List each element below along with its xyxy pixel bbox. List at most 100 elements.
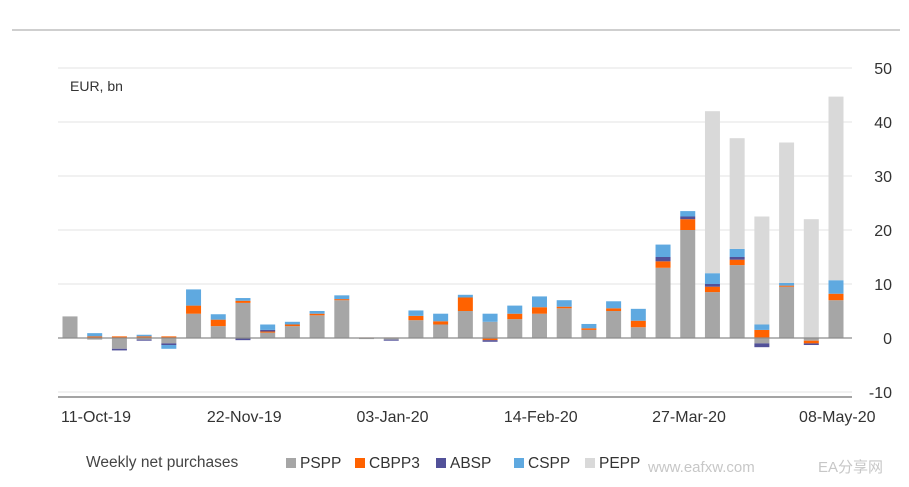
bar-segment-cspp bbox=[630, 308, 646, 321]
bar-segment-cbpp3 bbox=[284, 324, 300, 327]
bar-segment-pspp bbox=[704, 292, 720, 338]
bar-segment-cbpp3 bbox=[556, 306, 572, 309]
legend-label-pspp: PSPP bbox=[300, 455, 341, 472]
legend-swatch-cspp bbox=[514, 458, 524, 468]
bar-segment-cbpp3 bbox=[531, 307, 547, 314]
bar-segment-pspp bbox=[754, 338, 770, 344]
bar-segment-pepp bbox=[828, 96, 844, 281]
bar-segment-cbpp3 bbox=[433, 321, 449, 325]
y-tick-label: 50 bbox=[874, 61, 892, 78]
bar-segment-pspp bbox=[655, 267, 671, 338]
bar-segment-cspp bbox=[482, 313, 498, 322]
x-tick-label: 03-Jan-20 bbox=[356, 409, 428, 426]
bar-segment-pspp bbox=[87, 338, 103, 340]
bar-segment-absp bbox=[482, 340, 498, 342]
bar-segment-cbpp3 bbox=[457, 297, 473, 311]
bar-segment-cbpp3 bbox=[655, 261, 671, 268]
y-tick-label: 20 bbox=[874, 223, 892, 240]
bar-segment-cbpp3 bbox=[161, 336, 177, 338]
bar-segment-pspp bbox=[803, 338, 819, 341]
bar-segment-cbpp3 bbox=[779, 285, 795, 287]
bar-segment-pspp bbox=[136, 338, 152, 340]
x-tick-label: 08-May-20 bbox=[799, 409, 876, 426]
bar-segment-pspp bbox=[457, 311, 473, 338]
bar-segment-pspp bbox=[284, 326, 300, 338]
bar-segment-pspp bbox=[556, 308, 572, 338]
legend-label-absp: ABSP bbox=[450, 455, 491, 472]
bar-segment-cbpp3 bbox=[729, 259, 745, 266]
bar-segment-pepp bbox=[754, 216, 770, 325]
bar-segment-cbpp3 bbox=[680, 219, 696, 230]
x-tick-label: 11-Oct-19 bbox=[61, 409, 131, 426]
y-tick-label: -10 bbox=[869, 385, 892, 402]
bar-segment-cbpp3 bbox=[136, 336, 152, 338]
bar-segment-pspp bbox=[408, 320, 424, 338]
bar-segment-cbpp3 bbox=[581, 328, 597, 330]
y-tick-label: 30 bbox=[874, 169, 892, 186]
bar-segment-cbpp3 bbox=[235, 300, 251, 303]
y-tick-label: 40 bbox=[874, 115, 892, 132]
bar-segment-absp bbox=[136, 339, 152, 341]
bar-segment-cbpp3 bbox=[309, 313, 325, 316]
bar-segment-pspp bbox=[482, 321, 498, 338]
bar-segment-cbpp3 bbox=[803, 340, 819, 344]
bar-segment-cspp bbox=[433, 313, 449, 322]
bar-segment-cbpp3 bbox=[334, 299, 350, 301]
bar-segment-absp bbox=[754, 343, 770, 348]
bar-segment-absp bbox=[383, 339, 399, 341]
bar-segment-cspp bbox=[779, 282, 795, 286]
bar-segment-absp bbox=[161, 343, 177, 346]
bar-segment-pspp bbox=[260, 332, 276, 338]
bar-segment-cspp bbox=[828, 280, 844, 294]
bar-segment-pspp bbox=[334, 300, 350, 338]
bar-segment-cbpp3 bbox=[408, 315, 424, 321]
bar-segment-pepp bbox=[704, 111, 720, 274]
bar-segment-cspp bbox=[606, 301, 622, 309]
bar-segment-absp bbox=[260, 329, 276, 332]
bar-segment-pspp bbox=[210, 326, 226, 338]
bar-segment-cspp bbox=[408, 310, 424, 316]
bar-segment-pspp bbox=[383, 338, 399, 340]
x-tick-label: 14-Feb-20 bbox=[504, 409, 578, 426]
watermark-site: www.eafxw.com bbox=[647, 459, 755, 476]
bar-segment-pspp bbox=[186, 313, 202, 338]
bar-segment-pepp bbox=[779, 142, 795, 283]
bar-segment-pspp bbox=[680, 230, 696, 338]
bar-segment-cbpp3 bbox=[186, 305, 202, 314]
bar-segment-cspp bbox=[729, 248, 745, 257]
bar-segment-cbpp3 bbox=[507, 313, 523, 320]
bar-segment-cbpp3 bbox=[828, 293, 844, 301]
bar-segment-cspp bbox=[309, 311, 325, 314]
bar-segment-absp bbox=[655, 257, 671, 262]
legend-title: Weekly net purchases bbox=[86, 454, 238, 471]
legend-label-pepp: PEPP bbox=[599, 455, 640, 472]
bar-segment-cspp bbox=[457, 294, 473, 298]
bar-segment-absp bbox=[729, 257, 745, 260]
y-tick-label: 10 bbox=[874, 277, 892, 294]
bar-segment-cspp bbox=[680, 211, 696, 217]
bar-segment-cbpp3 bbox=[704, 286, 720, 293]
bar-segment-cspp bbox=[186, 289, 202, 306]
bar-segment-cspp bbox=[655, 244, 671, 257]
bar-segment-absp bbox=[680, 216, 696, 220]
bar-segment-cbpp3 bbox=[210, 319, 226, 327]
legend-swatch-cbpp3 bbox=[355, 458, 365, 468]
bar-segment-cspp bbox=[704, 273, 720, 284]
bar-segment-pspp bbox=[309, 315, 325, 338]
bar-segment-cbpp3 bbox=[754, 329, 770, 338]
bar-segment-pspp bbox=[62, 316, 78, 338]
bar-segment-pspp bbox=[630, 327, 646, 338]
bar-segment-pspp bbox=[779, 286, 795, 338]
bar-segment-pepp bbox=[729, 138, 745, 249]
bar-segment-pepp bbox=[803, 219, 819, 338]
legend-label-cbpp3: CBPP3 bbox=[369, 455, 420, 472]
bar-segment-pspp bbox=[507, 319, 523, 338]
bar-segment-pspp bbox=[235, 302, 251, 338]
bar-segment-cspp bbox=[161, 345, 177, 349]
bar-segment-absp bbox=[803, 343, 819, 346]
bar-segment-pspp bbox=[606, 311, 622, 338]
bar-segment-cbpp3 bbox=[606, 308, 622, 311]
bar-segment-pspp bbox=[531, 313, 547, 338]
y-tick-label: 0 bbox=[883, 331, 892, 348]
legend-swatch-pepp bbox=[585, 458, 595, 468]
